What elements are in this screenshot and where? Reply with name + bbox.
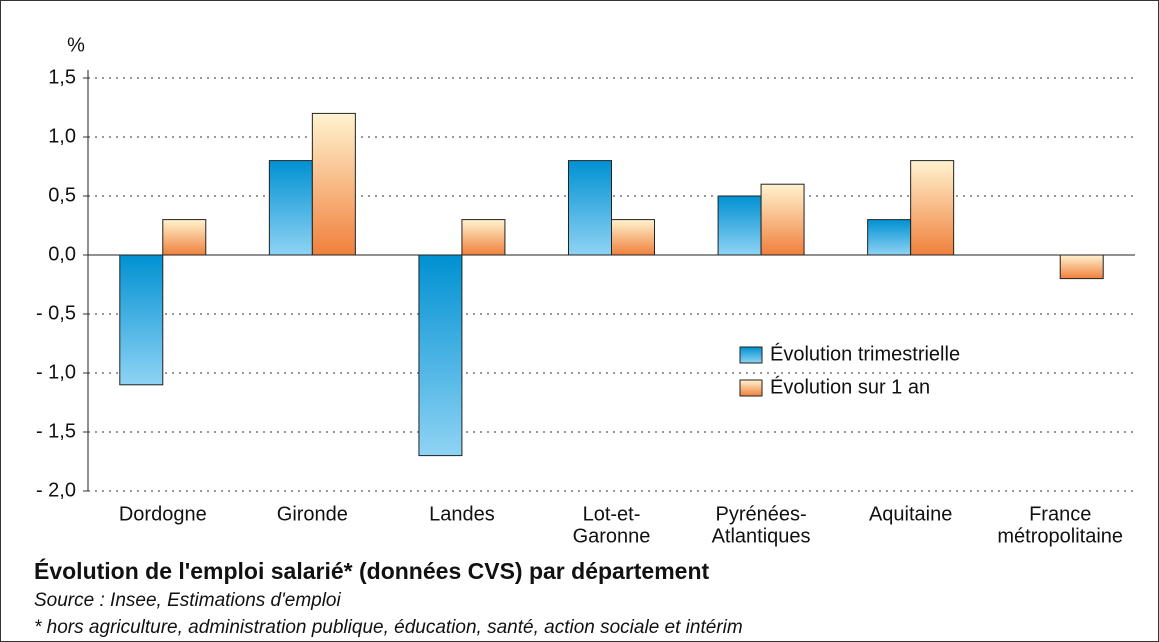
x-tick-label: Landes: [429, 503, 495, 525]
bar: [611, 219, 655, 256]
bar: [867, 219, 912, 256]
y-tick-label: 1,5: [48, 66, 76, 88]
y-tick-label: 0,5: [48, 184, 76, 206]
source: Source : Insee, Estimations d'emploi: [34, 590, 341, 611]
bar: [311, 112, 356, 256]
y-tick-label: 0,0: [48, 243, 76, 265]
bar: [461, 219, 506, 256]
y-axis-label: %: [67, 34, 85, 56]
y-tick-label: 1,0: [48, 125, 76, 147]
x-tick-label: Garonne: [573, 525, 651, 547]
x-tick-label: Pyrénées-: [715, 503, 806, 525]
legend-label: Évolution trimestrielle: [770, 342, 960, 365]
bar: [910, 160, 955, 256]
bar: [418, 254, 463, 457]
x-tick-label: France: [1029, 503, 1091, 525]
bar: [119, 254, 164, 386]
legend-label: Évolution sur 1 an: [770, 375, 930, 398]
bar: [717, 195, 762, 256]
y-tick-label: - 2,0: [36, 479, 76, 501]
bar: [268, 160, 313, 256]
y-tick-label: - 1,5: [36, 420, 76, 442]
bar: [162, 219, 207, 256]
footnote: * hors agriculture, administration publi…: [34, 617, 743, 638]
x-tick-label: Lot-et-: [583, 503, 641, 525]
y-tick-label: - 1,0: [36, 361, 76, 383]
bar: [760, 183, 805, 256]
x-tick-label: Atlantiques: [712, 525, 811, 547]
x-tick-label: Gironde: [277, 503, 348, 525]
bar: [568, 160, 612, 256]
legend-swatch: [739, 346, 763, 364]
bar: [1059, 254, 1104, 280]
x-tick-label: Aquitaine: [869, 503, 952, 525]
y-tick-label: - 0,5: [36, 302, 76, 324]
x-tick-label: Dordogne: [119, 503, 207, 525]
chart-title: Évolution de l'emploi salarié* (données …: [34, 557, 710, 584]
x-tick-label: métropolitaine: [997, 525, 1123, 547]
legend-swatch: [739, 379, 763, 397]
